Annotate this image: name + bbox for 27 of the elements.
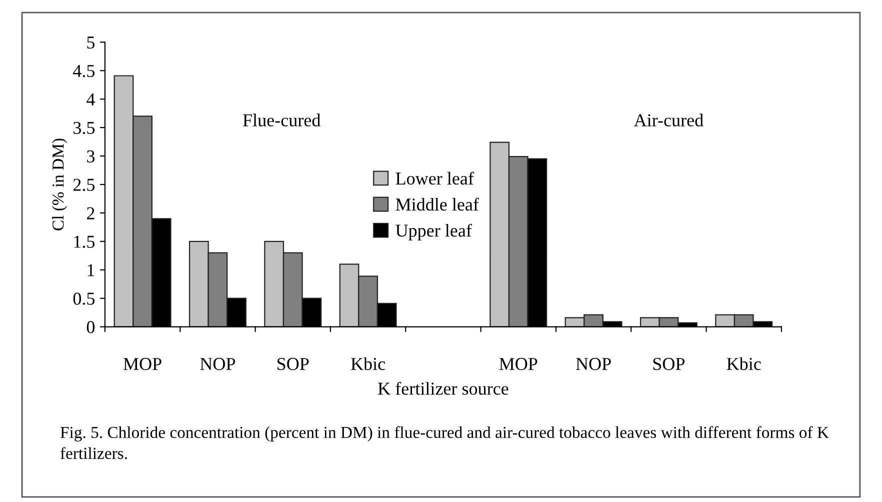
x-tick-label: Kbic [351, 357, 386, 370]
x-tick-label: SOP [653, 358, 685, 370]
y-tick-label: 3.5 [74, 122, 95, 134]
x-tick-label: SOP [278, 358, 309, 370]
x-tick-label: MOP [499, 358, 538, 370]
annotation: Flue-cured [243, 114, 320, 126]
x-tick-label: NOP [576, 358, 611, 370]
x-tick-label: NOP [200, 358, 236, 370]
caption: Fig. 5. Chloride concentration (percent in DM) in flue-cured and air-cured tobacco leaves with different forms of K fertilizers. [60, 426, 829, 460]
x-tick-label: Kbic [726, 357, 761, 370]
y-tick-label: 2 [87, 207, 94, 220]
x-axis-title: K fertilizer source [378, 382, 508, 395]
annotation: Air-cured [634, 114, 704, 126]
y-tick-label: 0 [86, 321, 95, 334]
y-tick-label: 4.5 [73, 65, 95, 78]
y-axis-title: Cl (% in DM) [52, 138, 68, 230]
y-tick-label: 3 [87, 150, 95, 162]
legend-label: Upper leaf [396, 224, 472, 240]
y-tick-label: 5 [87, 36, 95, 49]
x-tick-label: MOP [123, 358, 162, 370]
y-tick-label: 2.5 [73, 178, 95, 192]
y-tick-label: 4 [86, 93, 95, 106]
y-tick-label: 1.5 [74, 236, 95, 248]
y-tick-label: 0.5 [73, 292, 95, 305]
legend-label: Middle leaf [396, 198, 479, 211]
legend-label: Lower leaf [396, 172, 474, 185]
y-tick-label: 1 [88, 264, 94, 276]
